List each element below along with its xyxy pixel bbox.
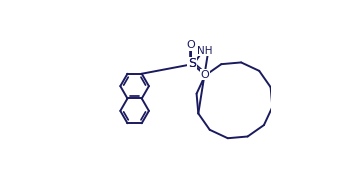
Text: S: S: [188, 57, 196, 70]
Text: S: S: [188, 57, 197, 70]
Text: NH: NH: [197, 46, 213, 56]
Text: O: O: [186, 40, 195, 50]
Text: O: O: [201, 70, 210, 80]
Text: S: S: [188, 57, 196, 70]
